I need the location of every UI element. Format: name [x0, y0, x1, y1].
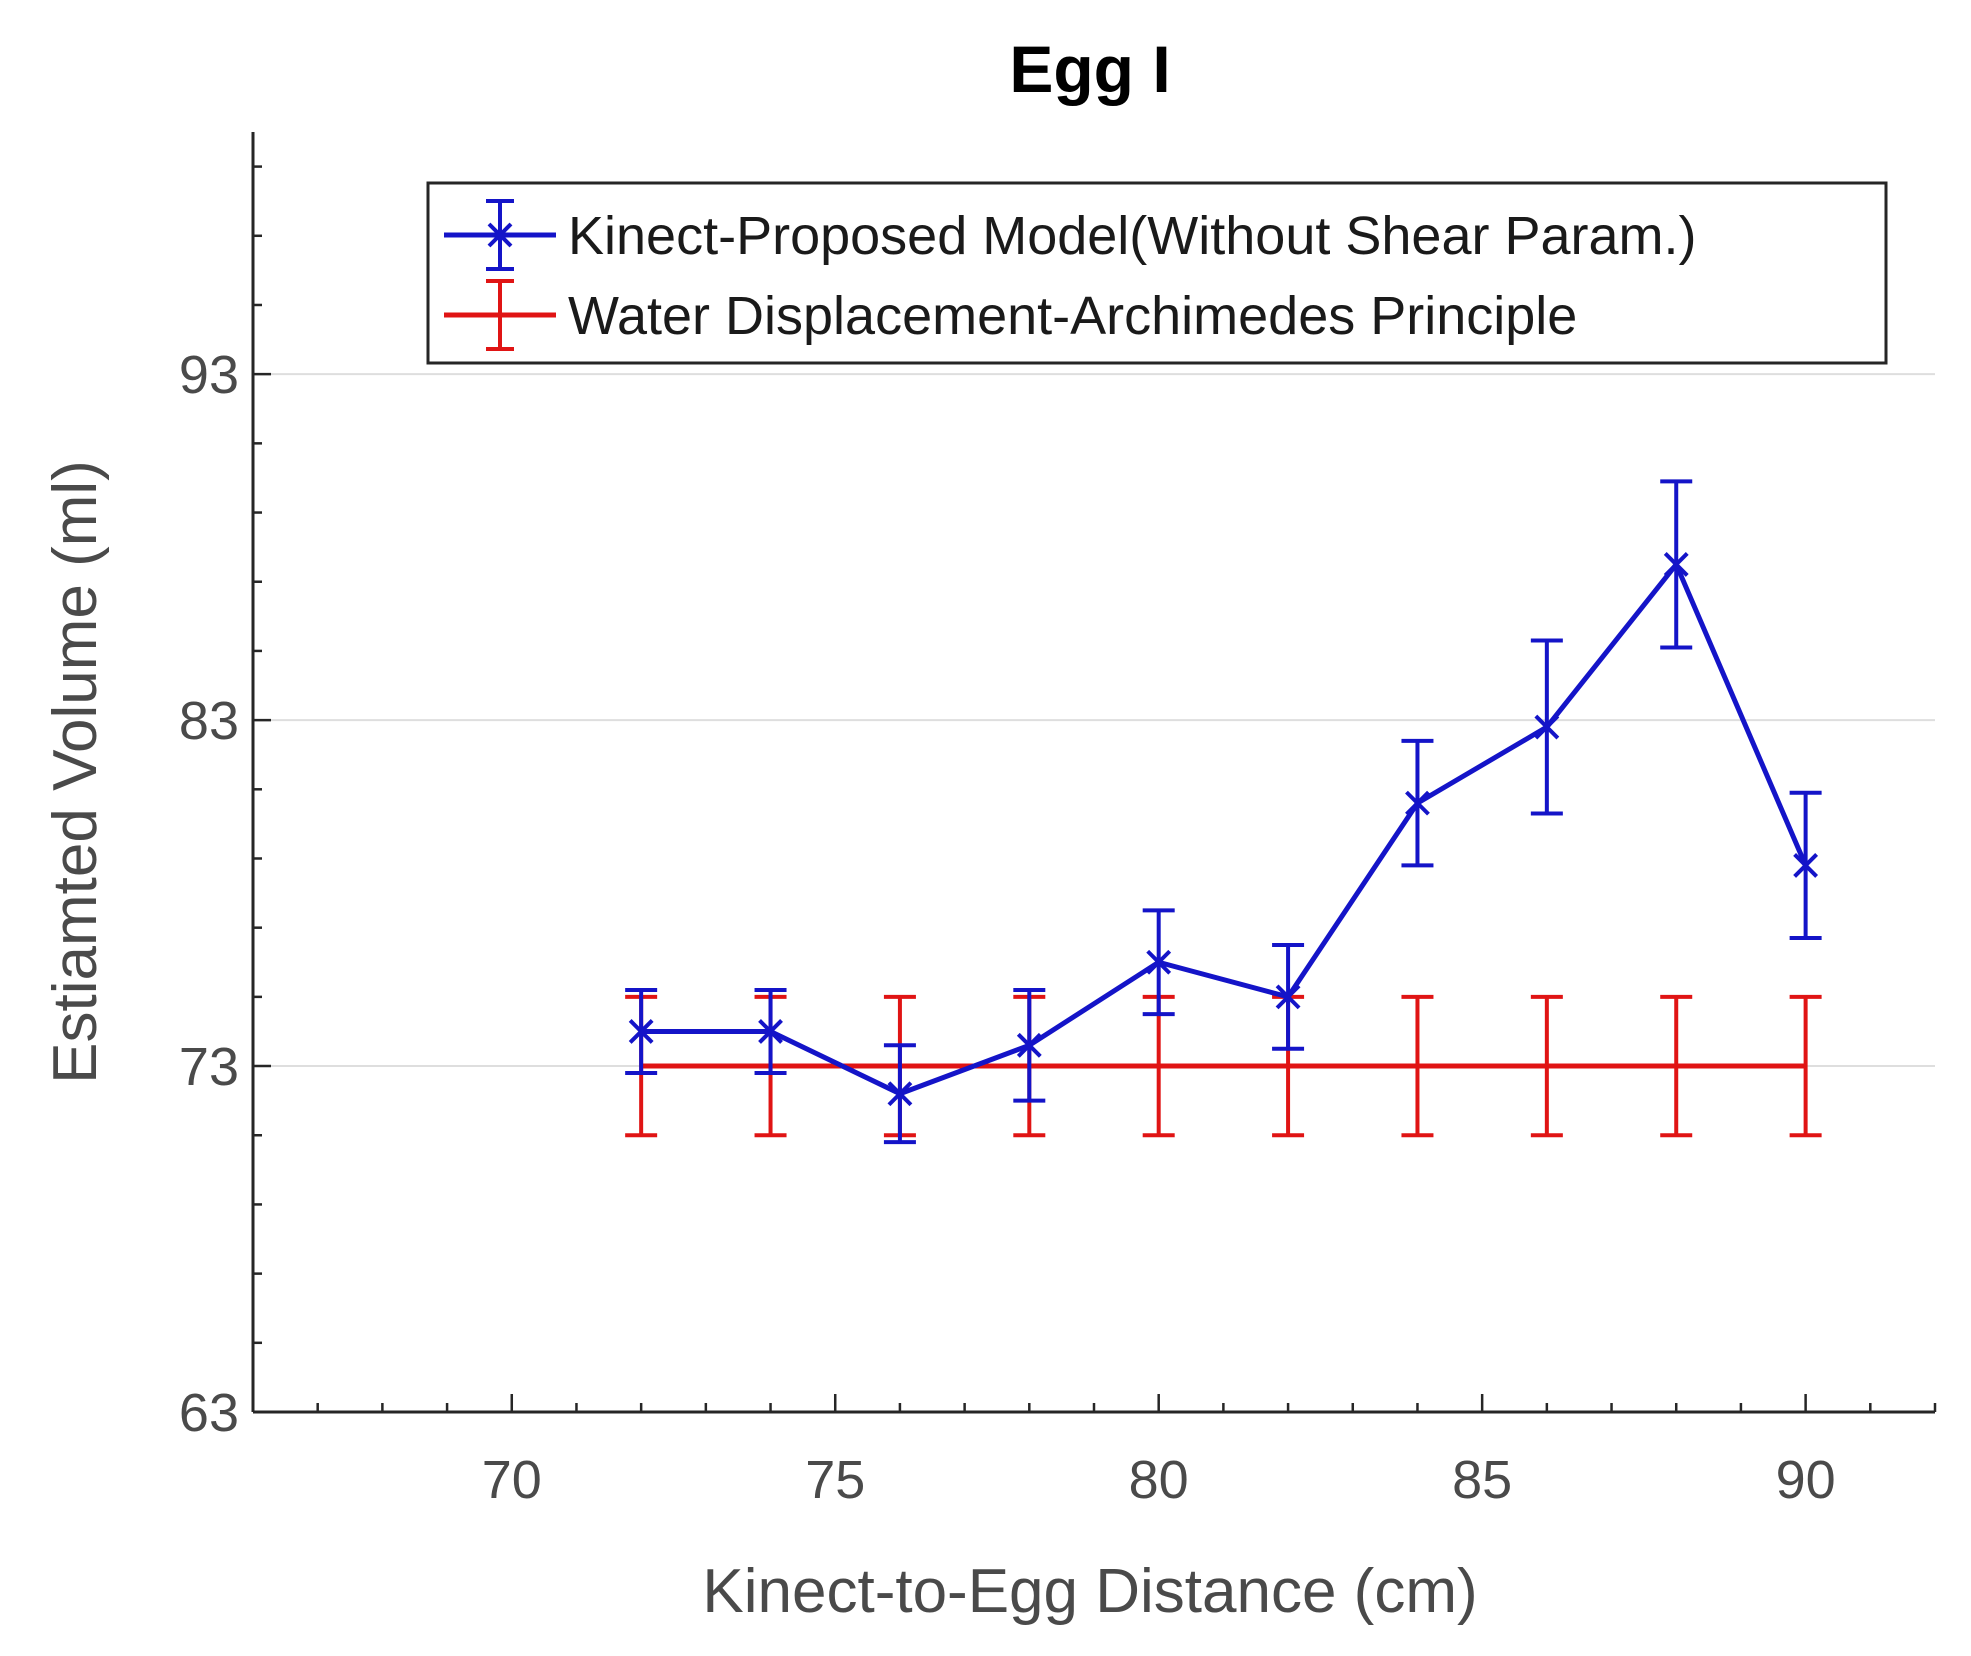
series-line — [641, 561, 1808, 1097]
y-tick-label: 63 — [179, 1383, 239, 1443]
x-tick-label: 80 — [1129, 1450, 1189, 1510]
y-tick-label: 73 — [179, 1037, 239, 1097]
point-marker-stroke — [1275, 984, 1301, 1010]
legend-marker-stroke — [487, 222, 513, 248]
data-point — [1146, 949, 1172, 975]
data-point — [1016, 1032, 1042, 1058]
x-tick-label: 70 — [482, 1450, 542, 1510]
legend-label: Kinect-Proposed Model(Without Shear Para… — [568, 206, 1697, 266]
legend: Kinect-Proposed Model(Without Shear Para… — [426, 181, 1888, 365]
point-marker-stroke — [1663, 552, 1689, 577]
grid-lines — [253, 373, 1935, 1068]
point-marker-stroke — [887, 1081, 913, 1107]
data-point — [1405, 790, 1430, 816]
y-axis-label: Estiamted Volume (ml) — [41, 460, 110, 1084]
data-point — [628, 1019, 654, 1044]
point-marker-stroke — [1146, 949, 1172, 975]
point-marker-stroke — [1016, 1032, 1042, 1058]
series-group — [625, 994, 1822, 1138]
x-tick-label: 85 — [1452, 1450, 1512, 1510]
y-tick-label: 93 — [179, 345, 239, 405]
data-point — [1534, 714, 1560, 740]
x-tick-label: 90 — [1776, 1450, 1836, 1510]
data-point — [758, 1019, 783, 1044]
x-axis-label: Kinect-to-Egg Distance (cm) — [702, 1557, 1477, 1626]
legend-item: Water Displacement-Archimedes Principle — [444, 279, 1577, 351]
axis-ticks: 70 75 80 85 90 63 73 83 93 — [179, 165, 1937, 1510]
data-series — [625, 479, 1822, 1145]
legend-label: Water Displacement-Archimedes Principle — [568, 286, 1577, 346]
series-group — [625, 479, 1822, 1145]
x-tick-label: 75 — [805, 1450, 865, 1510]
point-marker-stroke — [1405, 790, 1430, 816]
point-marker-stroke — [758, 1019, 783, 1044]
point-marker-stroke — [1534, 714, 1560, 740]
chart-title: Egg I — [1009, 32, 1170, 106]
data-point — [1663, 552, 1689, 577]
data-point — [887, 1081, 913, 1107]
legend-item: Kinect-Proposed Model(Without Shear Para… — [444, 199, 1697, 271]
data-point — [1793, 852, 1819, 878]
y-tick-label: 83 — [179, 691, 239, 751]
point-marker-stroke — [628, 1019, 654, 1044]
legend-items: Kinect-Proposed Model(Without Shear Para… — [444, 199, 1697, 351]
legend-box — [426, 181, 1888, 365]
point-marker-stroke — [1793, 852, 1819, 878]
data-point — [1275, 984, 1301, 1010]
